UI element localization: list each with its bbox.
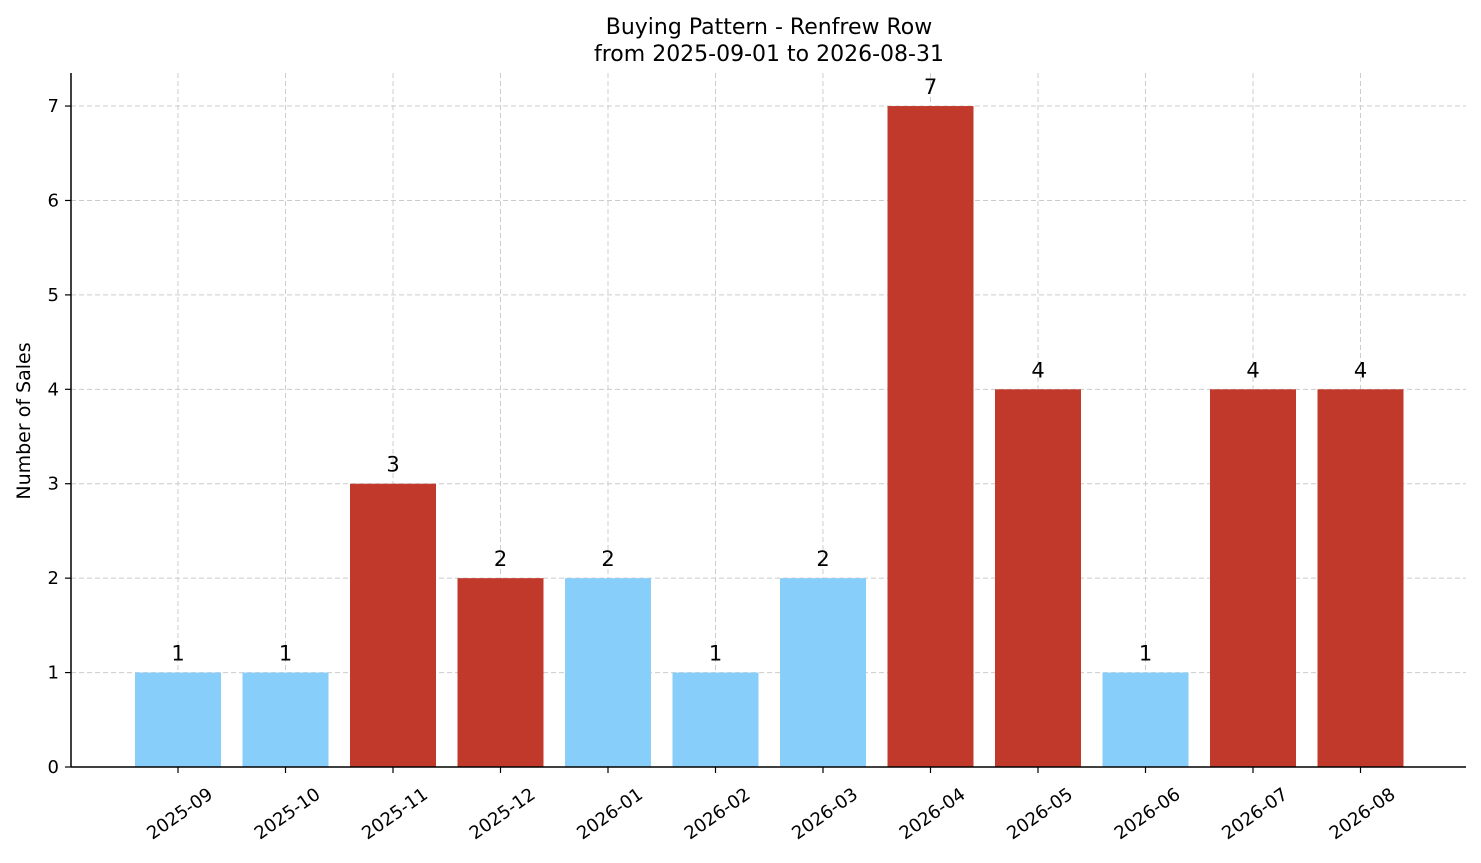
bar: [565, 578, 651, 767]
bar: [350, 483, 436, 767]
x-tick-label: 2026-06: [1111, 784, 1185, 844]
bar: [887, 106, 974, 768]
y-tick-label: 4: [48, 379, 59, 400]
bar-value-label: 7: [924, 75, 937, 99]
axes-layer: [70, 73, 1466, 768]
bar-value-label: 1: [709, 642, 722, 666]
bar: [242, 672, 329, 767]
y-tick-label: 1: [48, 663, 59, 684]
x-tick-label: 2025-10: [251, 784, 325, 844]
y-tick-label: 2: [48, 568, 59, 589]
bar: [1102, 672, 1189, 767]
x-tick-label: 2026-08: [1326, 784, 1400, 844]
y-tick-label: 3: [48, 474, 59, 495]
bar-value-label: 2: [601, 547, 614, 571]
bar: [135, 672, 221, 767]
data-labels-layer: 1 1 3 2 2 1 2 7 4 1 4 4: [171, 75, 1367, 666]
bar-value-label: 1: [171, 642, 184, 666]
y-tick-label: 5: [48, 285, 59, 306]
chart-title: Buying Pattern - Renfrew Row: [606, 15, 933, 40]
x-tick-label: 2026-05: [1003, 784, 1077, 844]
y-tick-label: 6: [48, 190, 59, 211]
bars-layer: [135, 106, 1404, 768]
x-tick-label: 2025-12: [466, 784, 540, 844]
x-tick-label: 2026-04: [896, 784, 970, 844]
bar-value-label: 3: [386, 453, 399, 477]
y-tick-label: 7: [48, 96, 59, 117]
bar-value-label: 1: [279, 642, 292, 666]
y-tick-label: 0: [48, 757, 59, 778]
bar: [1210, 389, 1296, 767]
bar: [780, 578, 866, 767]
grid-layer: [71, 73, 1466, 768]
x-tick-label: 2025-09: [143, 784, 217, 844]
bar-value-label: 2: [816, 547, 829, 571]
bar-value-label: 4: [1031, 358, 1044, 382]
bar: [672, 672, 759, 767]
bar-value-label: 4: [1354, 358, 1367, 382]
bar-value-label: 4: [1246, 358, 1259, 382]
bar: [995, 389, 1081, 767]
x-tick-label: 2026-01: [573, 784, 647, 844]
y-axis-label: Number of Sales: [13, 342, 35, 499]
bar: [1317, 389, 1404, 767]
bar: [457, 578, 544, 767]
bar-value-label: 2: [494, 547, 507, 571]
x-tick-label: 2026-07: [1218, 784, 1292, 844]
bar-value-label: 1: [1139, 642, 1152, 666]
chart-subtitle: from 2025-09-01 to 2026-08-31: [594, 42, 944, 67]
x-tick-label: 2025-11: [358, 784, 432, 844]
x-tick-label: 2026-02: [681, 784, 755, 844]
x-tick-label: 2026-03: [788, 784, 862, 844]
